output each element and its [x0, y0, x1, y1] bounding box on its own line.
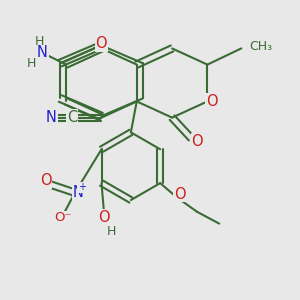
- Text: O: O: [40, 173, 51, 188]
- Text: N: N: [37, 45, 48, 60]
- Text: O: O: [98, 210, 110, 225]
- Text: O⁻: O⁻: [54, 211, 72, 224]
- Text: +: +: [78, 182, 86, 192]
- Text: H: H: [35, 35, 44, 48]
- Text: O: O: [96, 37, 107, 52]
- Text: C: C: [67, 110, 77, 125]
- Text: O: O: [174, 187, 185, 202]
- Text: H: H: [27, 57, 36, 70]
- Text: N: N: [46, 110, 57, 125]
- Text: O: O: [191, 134, 203, 149]
- Text: N: N: [72, 185, 83, 200]
- Text: H: H: [107, 225, 116, 238]
- Text: O: O: [206, 94, 218, 109]
- Text: CH₃: CH₃: [250, 40, 273, 53]
